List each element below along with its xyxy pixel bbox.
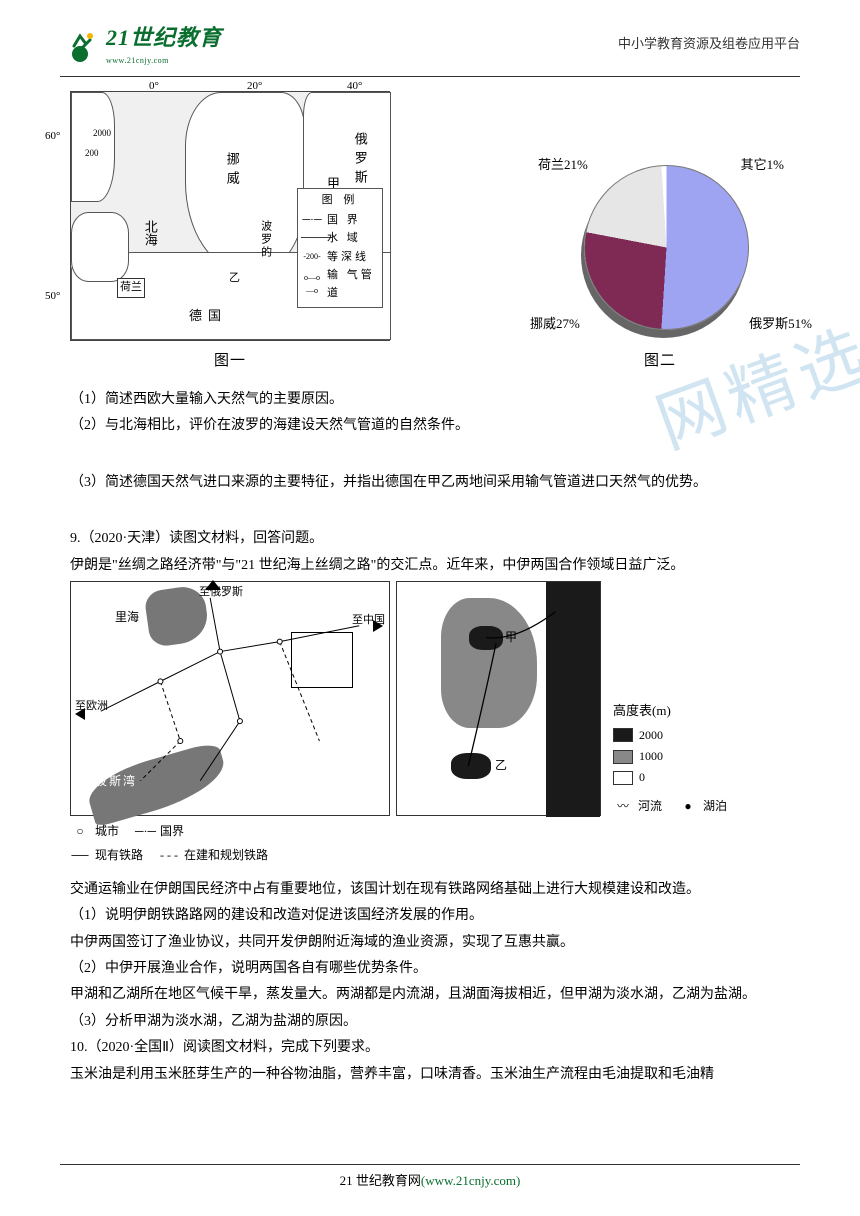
iran-legend: 高度表(m) 2000 1000 0 〰河流 ●湖泊 <box>607 581 790 817</box>
sym-border: 国界 <box>160 822 184 841</box>
q10-intro: 玉米油是利用玉米胚芽生产的一种谷物油脂，营养丰富，口味清香。玉米油生产流程由毛油… <box>70 1064 790 1086</box>
figure-two-caption: 图二 <box>644 349 676 373</box>
iran-overview-map: 里海 至俄罗斯 至中国 至欧洲 波斯湾 <box>70 581 390 816</box>
header-divider <box>60 76 800 77</box>
pie-label-norway: 挪威27% <box>530 314 580 335</box>
pie-label-other: 其它1% <box>741 155 784 176</box>
logo-url: www.21cnjy.com <box>106 55 222 68</box>
page-footer: 21 世纪教育网(www.21cnjy.com) <box>0 1164 860 1192</box>
legend-title: 图 例 <box>301 192 379 210</box>
q8-part2: （2）与北海相比，评价在波罗的海建设天然气管道的自然条件。 <box>70 415 790 437</box>
label-north-sea: 北海 <box>139 220 160 246</box>
q10-title: 10.（2020·全国Ⅱ）阅读图文材料，完成下列要求。 <box>70 1037 790 1059</box>
figure-one-caption: 图一 <box>214 349 246 373</box>
label-netherlands: 荷兰 <box>117 278 145 298</box>
europe-map: 0° 20° 40° 60° 50° 北海 挪威 俄罗斯 波罗的 德国 甲 乙 … <box>70 91 390 341</box>
footer-url: (www.21cnjy.com) <box>421 1173 520 1188</box>
lat-60: 60° <box>45 128 60 146</box>
sym-rail-plan: 在建和规划铁路 <box>184 846 268 865</box>
altitude-title: 高度表(m) <box>613 701 790 722</box>
q9-intro: 伊朗是"丝绸之路经济带"与"21 世纪海上丝绸之路"的交汇点。近年来，中伊两国合… <box>70 555 790 577</box>
pie-body <box>584 165 749 330</box>
q8-figures: 0° 20° 40° 60° 50° 北海 挪威 俄罗斯 波罗的 德国 甲 乙 … <box>70 91 790 379</box>
sym-rail-exist: 现有铁路 <box>95 846 143 865</box>
q9-part2: （2）中伊开展渔业合作，说明两国各自有哪些优势条件。 <box>70 958 790 980</box>
iran-detail-map: 甲 乙 <box>396 581 601 816</box>
q9-figure: 里海 至俄罗斯 至中国 至欧洲 波斯湾 <box>70 581 790 817</box>
depth-200: 200 <box>85 146 99 160</box>
alt-row-2000: 2000 <box>613 726 790 745</box>
q9-after-fig: 交通运输业在伊朗国民经济中占有重要地位，该国计划在现有铁路网络基础上进行大规模建… <box>70 879 790 901</box>
q9-mid2: 甲湖和乙湖所在地区气候干旱，蒸发量大。两湖都是内流湖，且湖面海拔相近，但甲湖为淡… <box>70 984 790 1006</box>
label-yi: 乙 <box>229 270 240 288</box>
figure-one-column: 0° 20° 40° 60° 50° 北海 挪威 俄罗斯 波罗的 德国 甲 乙 … <box>70 91 390 379</box>
alt-row-1000: 1000 <box>613 747 790 766</box>
label-baltic: 波罗的 <box>256 220 274 259</box>
pie-label-netherlands: 荷兰21% <box>538 155 588 176</box>
footer-brand: 21 世纪教育网 <box>340 1173 421 1188</box>
site-logo: 21世纪教育 www.21cnjy.com <box>60 20 222 68</box>
footer-divider <box>60 1164 800 1165</box>
lon-0: 0° <box>149 78 159 96</box>
q8-part3: （3）简述德国天然气进口来源的主要特征，并指出德国在甲乙两地间采用输气管道进口天… <box>70 472 790 494</box>
sym-river: 河流 <box>638 797 662 816</box>
page-content: 0° 20° 40° 60° 50° 北海 挪威 俄罗斯 波罗的 德国 甲 乙 … <box>0 91 860 1086</box>
import-pie-chart: 荷兰21% 其它1% 俄罗斯51% 挪威27% <box>530 141 790 341</box>
iran-symbols-row2: ──现有铁路 - - -在建和规划铁路 <box>70 846 790 865</box>
q8-part1: （1）简述西欧大量输入天然气的主要原因。 <box>70 389 790 411</box>
q9-part3: （3）分析甲湖为淡水湖，乙湖为盐湖的原因。 <box>70 1011 790 1033</box>
logo-runner-icon <box>60 26 100 62</box>
label-germany: 德国 <box>189 306 227 327</box>
q9-mid1: 中伊两国签订了渔业协议，共同开发伊朗附近海域的渔业资源，实现了互惠共赢。 <box>70 932 790 954</box>
depth-2000: 2000 <box>93 126 111 140</box>
map-legend: 图 例 ─·─国 界 ────水 域 -200-等深线 o—o—o输 气管 道 <box>297 188 383 308</box>
label-norway: 挪威 <box>221 152 242 190</box>
logo-text: 21世纪教育 <box>106 20 222 55</box>
header-platform-label: 中小学教育资源及组卷应用平台 <box>618 34 800 55</box>
figure-two-column: 荷兰21% 其它1% 俄罗斯51% 挪威27% 图二 <box>530 141 790 379</box>
q9-part1: （1）说明伊朗铁路路网的建设和改造对促进该国经济发展的作用。 <box>70 905 790 927</box>
pie-label-russia: 俄罗斯51% <box>749 314 812 335</box>
sym-lake: 湖泊 <box>703 797 727 816</box>
sym-city: 城市 <box>95 822 119 841</box>
lat-50: 50° <box>45 288 60 306</box>
page-header: 21世纪教育 www.21cnjy.com 中小学教育资源及组卷应用平台 <box>0 0 860 76</box>
q9-title: 9.（2020·天津）读图文材料，回答问题。 <box>70 528 790 550</box>
alt-row-0: 0 <box>613 768 790 787</box>
label-russia: 俄罗斯 <box>349 132 370 189</box>
iran-symbols-row1: ○城市 ─·─国界 <box>70 822 790 841</box>
